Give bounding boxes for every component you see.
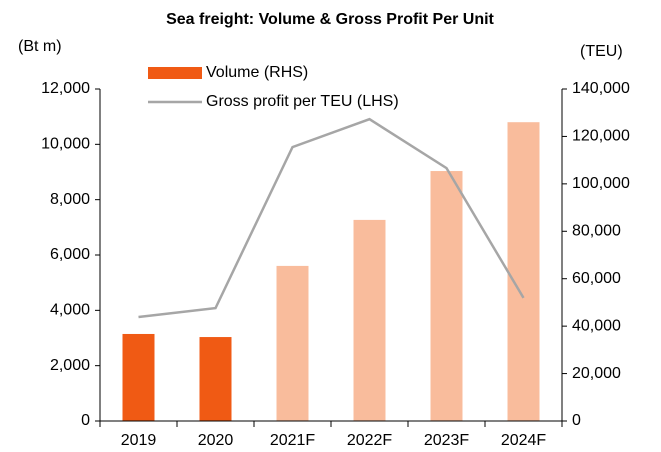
x-tick-label: 2023F <box>424 432 470 449</box>
x-tick-label: 2024F <box>501 432 547 449</box>
bar <box>430 171 463 421</box>
y2-axis-label: (TEU) <box>580 43 623 60</box>
y2-tick-label: 0 <box>572 412 581 429</box>
bar <box>507 122 540 421</box>
y-tick-label: 10,000 <box>41 136 90 153</box>
y2-tick-label: 20,000 <box>572 365 621 382</box>
y-axis-label: (Bt m) <box>18 38 62 55</box>
x-tick-label: 2019 <box>121 432 157 449</box>
line <box>138 117 525 319</box>
bar <box>199 337 232 421</box>
x-tick-label: 2020 <box>198 432 234 449</box>
y2-tick-label: 120,000 <box>572 128 630 145</box>
y-tick-label: 12,000 <box>41 80 90 97</box>
x-tick-label: 2022F <box>347 432 393 449</box>
legend-swatch <box>148 67 202 79</box>
y-tick-label: 8,000 <box>50 191 90 208</box>
legend-label: Gross profit per TEU (LHS) <box>206 93 399 110</box>
bar <box>353 219 386 421</box>
y-tick-label: 0 <box>81 412 90 429</box>
y2-tick-label: 140,000 <box>572 80 630 97</box>
y2-tick-label: 80,000 <box>572 223 621 240</box>
x-tick-label: 2021F <box>270 432 316 449</box>
y2-tick-label: 100,000 <box>572 175 630 192</box>
bar <box>122 333 155 421</box>
y-tick-label: 4,000 <box>50 302 90 319</box>
chart-title: Sea freight: Volume & Gross Profit Per U… <box>166 11 494 28</box>
y-tick-label: 6,000 <box>50 246 90 263</box>
legend-label: Volume (RHS) <box>206 64 308 81</box>
y-tick-label: 2,000 <box>50 357 90 374</box>
y2-tick-label: 40,000 <box>572 317 621 334</box>
bar <box>276 265 309 421</box>
y2-tick-label: 60,000 <box>572 270 621 287</box>
